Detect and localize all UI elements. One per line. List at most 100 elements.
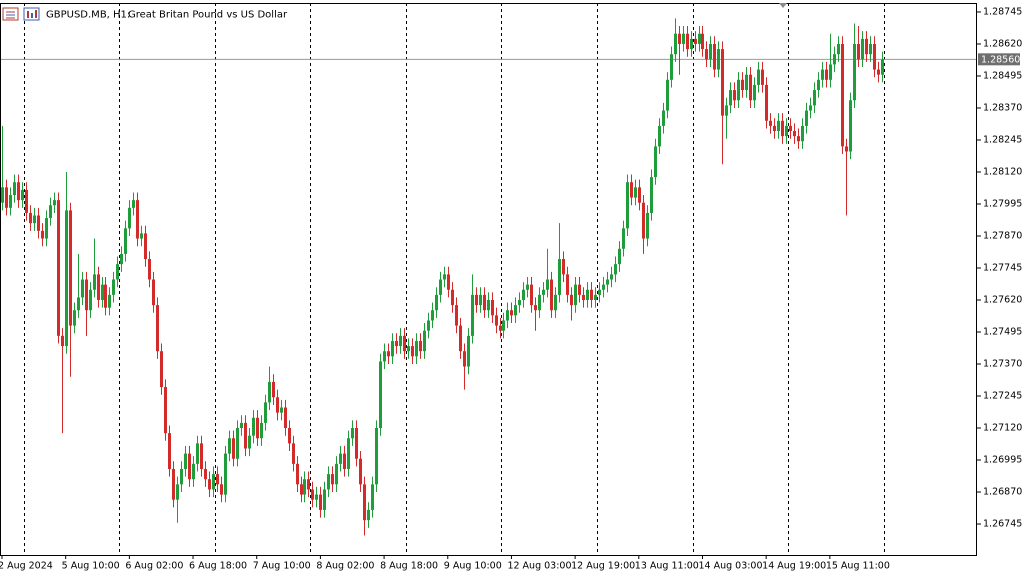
candle-body [335,463,338,485]
candle-body [311,489,314,500]
candle-body [108,294,111,308]
candle-body [841,43,844,147]
candle-body [160,351,163,388]
candle-body [21,189,24,201]
candle-body [499,325,502,331]
candle-body [626,182,629,229]
y-tick-label: 1.27495 [983,326,1022,337]
chart-subtitle: Great Britan Pound vs US Dollar [128,10,288,21]
candle-body [120,253,123,265]
candle-body [542,289,545,295]
candle-body [132,200,135,208]
y-tick-label: 1.28495 [983,70,1022,81]
candle-body [586,289,589,300]
candle-body [650,177,653,213]
candle-body [260,422,263,439]
candle-body [104,284,107,308]
x-tick-label: 6 Aug 02:00 [125,561,183,572]
candle-body [682,33,685,44]
x-tick-label: 14 Aug 19:00 [762,561,826,572]
current-price-box [978,53,1020,66]
candle-body [284,407,287,429]
candle-body [566,274,569,295]
candle-body [674,33,677,55]
candle-body [323,489,326,510]
candle-body [455,305,458,326]
candle-body [347,438,350,469]
y-tick-label: 1.26870 [983,487,1022,498]
candle-body [749,74,752,101]
candle-body [248,435,251,449]
candle-body [435,294,438,311]
y-tick-label: 1.27870 [983,230,1022,241]
x-tick-label: 15 Aug 11:00 [826,561,890,572]
candle-body [495,315,498,326]
candle-body [391,340,394,357]
candle-body [554,294,557,311]
candle-body [272,381,275,398]
candle-body [200,443,203,469]
candle-body [208,479,211,490]
candle-body [761,69,764,85]
candle-body [514,305,517,316]
candle-body [232,438,235,459]
candle-body [869,43,872,55]
x-tick-label: 5 Aug 10:00 [62,561,120,572]
candle-body [355,428,358,459]
candle-body [85,279,88,311]
y-tick-label: 1.27620 [983,294,1022,305]
candle-body [662,110,665,126]
candle-body [797,136,800,142]
candle-body [264,402,267,423]
candle-body [439,279,442,295]
candle-body [172,468,175,500]
candle-body [33,215,36,224]
candle-body [13,182,16,196]
y-tick-label: 1.28620 [983,38,1022,49]
candle-body [244,422,247,449]
candle-body [745,74,748,91]
candle-body [861,38,864,60]
candle-body [423,330,426,352]
plot-frame [0,3,977,556]
candle-body [319,494,322,510]
y-tick-label: 1.27370 [983,359,1022,370]
y-tick-label: 1.26995 [983,455,1022,466]
candle-body [29,212,32,224]
candle-body [471,294,474,336]
candle-body [196,443,199,464]
y-tick-label: 1.28745 [983,6,1022,17]
candle-body [459,325,462,352]
candle-body [658,125,661,147]
y-tick-label: 1.28120 [983,166,1022,177]
candle-body [451,289,454,306]
candle-body [101,284,104,300]
candle-body [701,33,704,50]
candle-body [666,79,669,111]
candle-body [865,38,868,55]
candle-body [829,64,832,80]
candle-body [276,397,279,413]
candle-body [296,463,299,485]
candle-body [622,228,625,249]
candle-body [176,484,179,500]
candle-body [813,90,816,106]
candle-body [777,120,780,132]
candle-body [144,233,147,260]
candle-body [805,110,808,126]
candle-body [686,33,689,50]
candle-body [53,200,56,206]
x-tick-label: 8 Aug 02:00 [316,561,374,572]
candle-body [721,49,724,116]
candle-body [817,79,820,91]
candle-body [809,105,812,111]
candle-body [188,453,191,480]
candle-body [339,453,342,464]
candle-body [837,43,840,55]
candles-layer [1,18,884,536]
candle-body [518,299,521,306]
candle-body [562,259,565,275]
candle-body [25,189,28,213]
